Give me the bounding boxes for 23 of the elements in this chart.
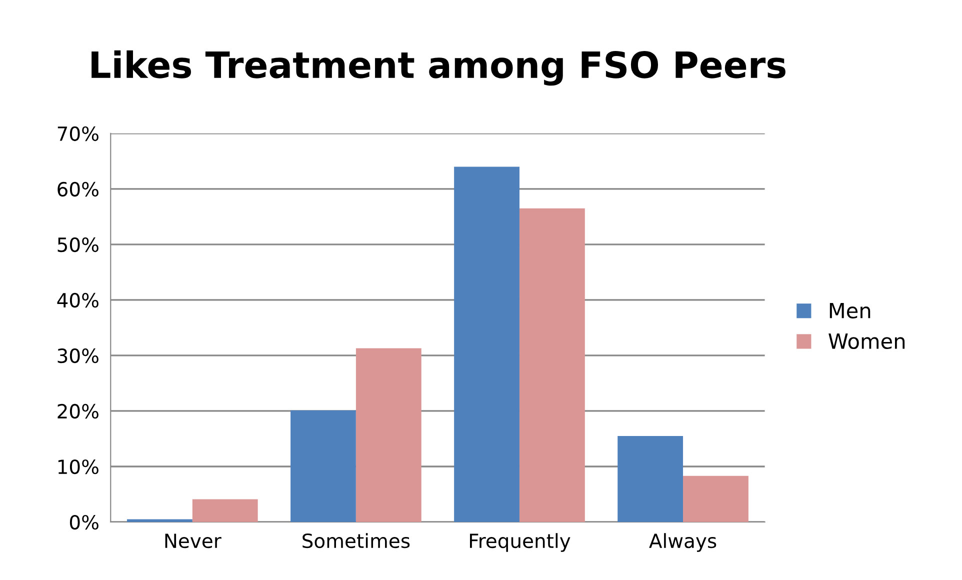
- bar: [356, 348, 422, 522]
- legend-label: Women: [828, 334, 905, 350]
- y-tick-label: 20%: [58, 404, 98, 419]
- y-tick-label: 70%: [58, 126, 98, 142]
- x-tick-label: Sometimes: [302, 533, 410, 548]
- bar: [519, 208, 585, 522]
- x-tick-label: Frequently: [470, 533, 570, 552]
- bar: [192, 499, 258, 522]
- bar: [126, 519, 192, 522]
- chart-title: Likes Treatment among FSO Peers: [92, 50, 786, 86]
- bar: [454, 166, 520, 522]
- y-tick-label: 40%: [57, 292, 98, 308]
- y-tick-label: 30%: [58, 348, 98, 364]
- x-tick-label: Always: [649, 533, 716, 552]
- x-tick-label: Never: [165, 534, 222, 548]
- bar: [618, 436, 684, 522]
- bar: [290, 410, 356, 522]
- y-tick-label: 0%: [70, 514, 98, 530]
- y-tick-label: 60%: [58, 182, 98, 197]
- y-tick-label: 10%: [58, 459, 98, 474]
- bar: [683, 476, 748, 522]
- legend-label: Men: [830, 302, 870, 318]
- y-tick-label: 50%: [58, 237, 98, 252]
